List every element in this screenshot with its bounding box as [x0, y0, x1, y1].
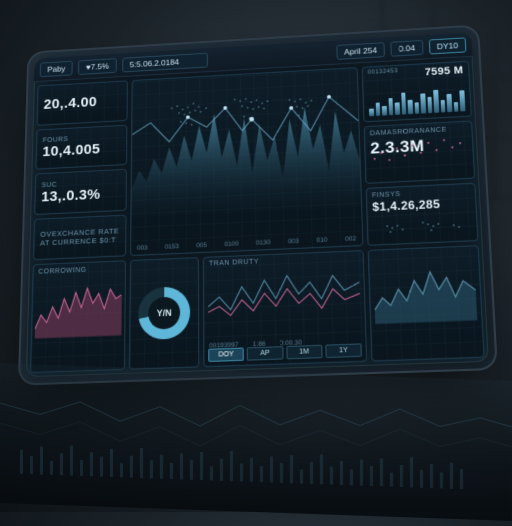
range-btn-1m[interactable]: 1M	[286, 345, 322, 360]
right-panel-1[interactable]: DAMASRORANANCE 2.3.3M	[364, 121, 476, 184]
brand-chip[interactable]: Paby	[40, 60, 73, 76]
stat-1[interactable]: FOURS 10,4.005	[35, 124, 127, 169]
x-axis-ticks: 0030153 0050100 0130003 010002	[137, 235, 356, 251]
donut-panel[interactable]: Y/N	[129, 257, 199, 370]
rp0-small: 00132453	[368, 68, 399, 75]
pink-area-icon	[35, 277, 122, 338]
footer-note: TRAN DRUTY	[204, 251, 363, 271]
right-panel-0[interactable]: 00132453 7595 M	[362, 61, 472, 123]
stat-2-value: 13,.0.3%	[41, 185, 120, 205]
bottom-right-spark[interactable]	[368, 245, 485, 361]
bar-chart-icon	[368, 86, 465, 116]
rp0-value: 7595 M	[425, 65, 464, 78]
bottom-row: CΟRROWING Y/N	[30, 245, 485, 373]
main-chart[interactable]: 0030153 0050100 0130003 010002	[130, 67, 363, 256]
stat-0[interactable]: 20,.4.00	[37, 80, 128, 125]
right-column: 00132453 7595 M DAMASRORANANCE 2.3.3M	[362, 61, 479, 246]
donut-chart-icon: Y/N	[138, 286, 190, 340]
dashboard-screen: Paby ♥7.5% 5:5.06.2.0184 April 254 0.04 …	[26, 32, 489, 377]
stat-0-value: 20,.4.00	[43, 93, 121, 113]
range-btn-1y[interactable]: 1Y	[325, 343, 362, 358]
rp1-value: 2.3.3M	[370, 135, 468, 159]
pink-spark-icon	[369, 135, 469, 168]
tag2[interactable]: DY10	[429, 37, 467, 54]
area-chart-svg	[131, 68, 361, 217]
range-buttons: DOY AP 1M 1Y	[208, 343, 362, 362]
bottom-pink-left[interactable]: CΟRROWING	[30, 260, 126, 373]
pink-left-label: CΟRROWING	[33, 261, 125, 280]
rp2-label: FINSYS	[372, 187, 470, 198]
range-btn-doy[interactable]: DOY	[208, 348, 244, 363]
donut-label: Y/N	[157, 308, 172, 319]
stat-3[interactable]: Ovexchance rate at currence $0:T	[33, 214, 127, 260]
stat-2[interactable]: SUC 13,.0.3%	[34, 169, 127, 215]
pct-chip: ♥7.5%	[78, 58, 116, 75]
left-stats-column: 20,.4.00 FOURS 10,4.005 SUC 13,.0.3% Ove…	[33, 80, 128, 260]
mini-world-icon	[372, 214, 475, 242]
desk-reflection	[0, 363, 512, 521]
index-value: 5:5.06.2.0184	[122, 52, 208, 72]
rp2-value: $1,4.26,285	[372, 195, 470, 213]
right-spark-icon	[373, 250, 477, 324]
tag1: 0.04	[390, 39, 423, 56]
right-panel-2[interactable]: FINSYS $1,4.26,285	[366, 182, 479, 246]
date-chip: April 254	[336, 42, 385, 60]
tablet-device: Paby ♥7.5% 5:5.06.2.0184 April 254 0.04 …	[18, 24, 498, 385]
range-btn-ap[interactable]: AP	[247, 346, 283, 361]
stat-3-label: Ovexchance rate at currence $0:T	[40, 227, 120, 248]
mid-line-panel[interactable]: TRAN DRUTY 00193997 1:86 0:00.30 DOY	[203, 250, 367, 367]
mid-ticks: 00193997 1:86 0:00.30	[209, 339, 302, 349]
dual-line-icon	[208, 263, 361, 322]
rp1-label: DAMASRORANANCE	[370, 126, 467, 138]
stat-1-value: 10,4.005	[42, 140, 120, 160]
